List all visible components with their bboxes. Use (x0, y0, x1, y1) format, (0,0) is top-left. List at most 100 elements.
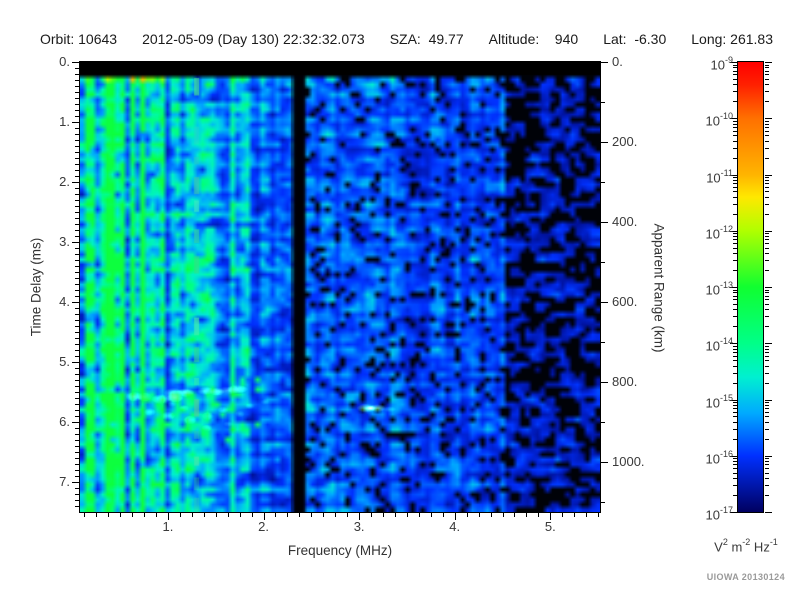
y-minor-tick-ms (75, 248, 79, 249)
colorbar-minor-tick (765, 303, 769, 305)
colorbar-decade-label: 10-17 (705, 505, 733, 523)
colorbar-minor-tick (733, 495, 737, 497)
colorbar-minor-tick (733, 157, 737, 159)
colorbar-minor-tick (733, 485, 737, 487)
colorbar-minor-tick (765, 70, 769, 72)
colorbar-minor-tick (733, 360, 737, 362)
colorbar-minor-tick (765, 186, 769, 188)
x-minor-tick (430, 513, 432, 517)
colorbar-minor-tick (765, 326, 769, 328)
y-minor-tick-ms (75, 236, 79, 237)
y-minor-tick-ms (75, 356, 79, 357)
colorbar-minor-tick (733, 126, 737, 128)
colorbar-minor-tick (765, 416, 769, 418)
colorbar-minor-tick (765, 253, 769, 255)
y-major-tick-ms (72, 422, 79, 423)
colorbar-minor-tick (733, 183, 737, 185)
y-minor-tick-ms (75, 260, 79, 261)
y-minor-tick-ms (75, 110, 79, 111)
x-minor-tick (383, 513, 384, 517)
y-major-tick-ms (72, 362, 79, 363)
colorbar-minor-tick (765, 203, 769, 205)
colorbar-minor-tick (765, 130, 769, 132)
colorbar-minor-tick (733, 351, 737, 353)
colorbar-minor-tick (765, 183, 769, 185)
y-major-tick-km (601, 142, 608, 143)
x-minor-tick (287, 513, 289, 517)
colorbar-minor-tick (733, 289, 737, 291)
colorbar-major-tick (730, 343, 737, 345)
y-minor-tick-ms (75, 332, 79, 333)
colorbar-minor-tick (765, 243, 769, 245)
y-minor-tick-km (601, 182, 605, 183)
y-major-tick-km (601, 382, 608, 383)
colorbar-minor-tick (733, 303, 737, 305)
y-minor-tick-ms (75, 176, 79, 177)
y-major-tick-ms (72, 482, 79, 483)
x-minor-tick (394, 513, 396, 517)
y-minor-tick-ms (75, 212, 79, 213)
colorbar-decade-label: 10-12 (705, 223, 733, 242)
x-minor-tick (227, 513, 229, 517)
colorbar-minor-tick (733, 478, 737, 480)
y-major-tick-ms (72, 122, 79, 123)
colorbar-decade-label: 10-16 (705, 448, 733, 467)
colorbar-minor-tick (733, 292, 737, 294)
colorbar-minor-tick (765, 135, 769, 137)
colorbar-minor-tick (733, 74, 737, 76)
colorbar-minor-tick (733, 438, 737, 440)
colorbar-minor-tick (733, 408, 737, 410)
colorbar-minor-tick (733, 468, 737, 470)
x-minor-tick (335, 513, 337, 517)
y-major-tick-km (601, 462, 608, 463)
colorbar-minor-tick (765, 421, 769, 423)
colorbar-decade-label: 10-9 (710, 55, 733, 73)
y-minor-tick-ms (75, 98, 79, 99)
colorbar-minor-tick (733, 416, 737, 418)
header-segment: Long: 261.83 (691, 31, 773, 47)
x-major-tick (263, 513, 265, 520)
y-minor-tick-ms (75, 308, 79, 309)
colorbar-major-tick (765, 455, 772, 457)
y-minor-tick-ms (75, 326, 79, 327)
colorbar-major-tick (730, 118, 737, 120)
colorbar-minor-tick (733, 101, 737, 103)
colorbar-minor-tick (765, 147, 769, 149)
colorbar-minor-tick (765, 78, 769, 80)
y-minor-tick-ms (75, 398, 79, 399)
x-minor-tick (144, 513, 146, 517)
x-minor-tick (502, 513, 504, 517)
y-major-tick-km (601, 302, 608, 303)
y-minor-tick-km (601, 342, 605, 343)
y-tick-label-ms: 2. (59, 174, 70, 189)
colorbar-minor-tick (733, 372, 737, 374)
colorbar-minor-tick (765, 91, 769, 93)
colorbar-minor-tick (733, 236, 737, 238)
y-minor-tick-ms (75, 170, 79, 171)
y-minor-tick-ms (75, 494, 79, 495)
colorbar-minor-tick (733, 123, 737, 125)
colorbar-minor-tick (733, 247, 737, 249)
colorbar-minor-tick (733, 461, 737, 463)
colorbar-major-tick (765, 512, 772, 513)
colorbar-minor-tick (733, 355, 737, 357)
x-minor-tick (323, 513, 325, 517)
y-minor-tick-ms (75, 476, 79, 477)
y-minor-tick-ms (75, 314, 79, 315)
y-minor-tick-ms (75, 152, 79, 153)
colorbar-minor-tick (733, 464, 737, 466)
y-tick-label-ms: 6. (59, 414, 70, 429)
colorbar-minor-tick (765, 404, 769, 406)
y-minor-tick-ms (75, 500, 79, 501)
colorbar-major-tick (765, 287, 772, 288)
y-tick-label-ms: 4. (59, 294, 70, 309)
colorbar-minor-tick (765, 478, 769, 480)
colorbar-minor-tick (733, 253, 737, 255)
colorbar-major-tick (730, 512, 737, 513)
y-minor-tick-ms (75, 506, 79, 507)
y-minor-tick-ms (75, 344, 79, 345)
colorbar-minor-tick (765, 236, 769, 238)
colorbar-minor-tick (733, 177, 737, 179)
y-minor-tick-km (601, 262, 605, 263)
colorbar-units: V2 m-2 Hz-1 (714, 537, 778, 555)
